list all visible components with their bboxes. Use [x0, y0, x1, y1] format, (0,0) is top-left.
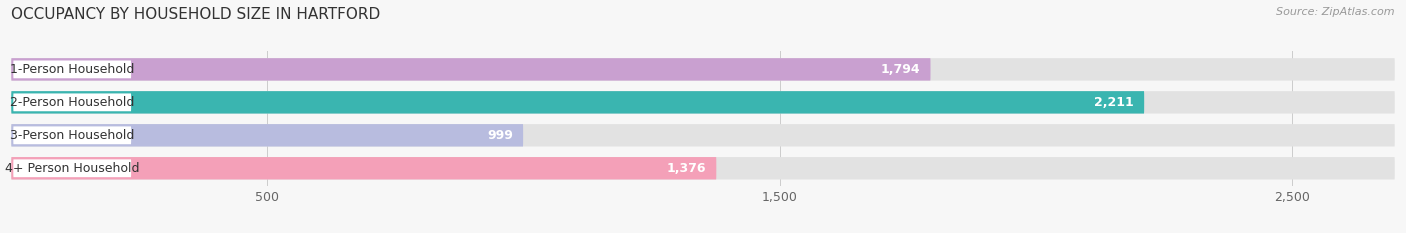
FancyBboxPatch shape	[11, 58, 1395, 81]
FancyBboxPatch shape	[11, 124, 523, 147]
FancyBboxPatch shape	[11, 91, 1144, 113]
FancyBboxPatch shape	[11, 124, 1395, 147]
FancyBboxPatch shape	[13, 93, 131, 111]
FancyBboxPatch shape	[13, 127, 131, 144]
Text: OCCUPANCY BY HOUSEHOLD SIZE IN HARTFORD: OCCUPANCY BY HOUSEHOLD SIZE IN HARTFORD	[11, 7, 381, 22]
FancyBboxPatch shape	[11, 157, 1395, 179]
Text: 2-Person Household: 2-Person Household	[10, 96, 135, 109]
Text: 1,794: 1,794	[880, 63, 921, 76]
Text: Source: ZipAtlas.com: Source: ZipAtlas.com	[1277, 7, 1395, 17]
Text: 2,211: 2,211	[1094, 96, 1133, 109]
Text: 1-Person Household: 1-Person Household	[10, 63, 135, 76]
Text: 1,376: 1,376	[666, 162, 706, 175]
Text: 4+ Person Household: 4+ Person Household	[6, 162, 139, 175]
FancyBboxPatch shape	[11, 157, 716, 179]
Text: 999: 999	[486, 129, 513, 142]
FancyBboxPatch shape	[11, 91, 1395, 113]
FancyBboxPatch shape	[13, 159, 131, 177]
FancyBboxPatch shape	[13, 61, 131, 78]
FancyBboxPatch shape	[11, 58, 931, 81]
Text: 3-Person Household: 3-Person Household	[10, 129, 135, 142]
